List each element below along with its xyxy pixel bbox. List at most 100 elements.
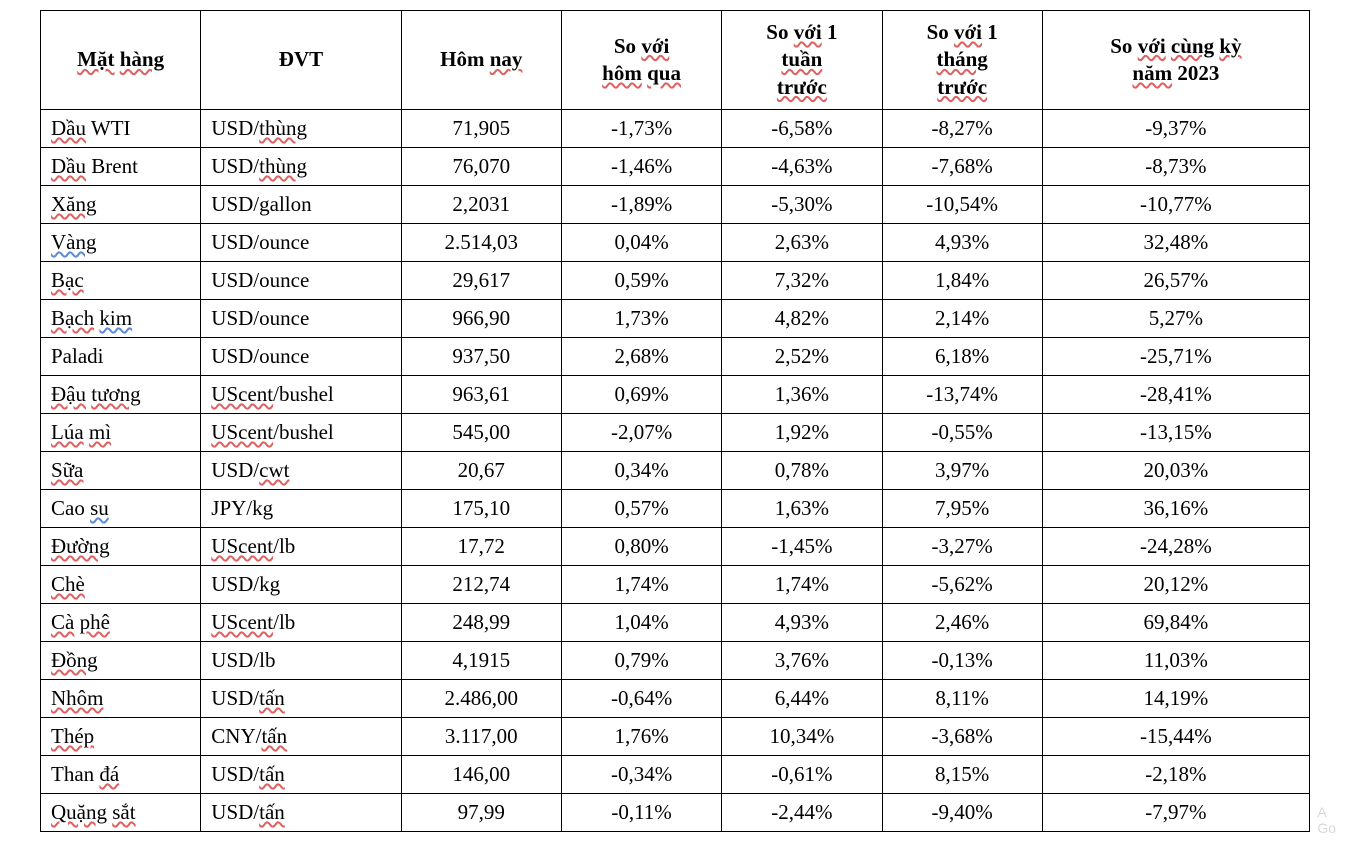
cell-unit: USD/ounce xyxy=(201,299,401,337)
cell-w1: 1,36% xyxy=(722,375,882,413)
cell-name: Chè xyxy=(41,565,201,603)
cell-unit: UScent/lb xyxy=(201,603,401,641)
cell-w1: -1,45% xyxy=(722,527,882,565)
table-body: Dầu WTIUSD/thùng71,905-1,73%-6,58%-8,27%… xyxy=(41,109,1310,831)
cell-w1: 2,63% xyxy=(722,223,882,261)
cell-today: 175,10 xyxy=(401,489,561,527)
cell-unit: UScent/bushel xyxy=(201,375,401,413)
cell-today: 97,99 xyxy=(401,793,561,831)
cell-y1: -13,15% xyxy=(1042,413,1309,451)
cell-y1: -24,28% xyxy=(1042,527,1309,565)
cell-y1: 11,03% xyxy=(1042,641,1309,679)
col-header-m1: So với 1thángtrước xyxy=(882,11,1042,110)
table-header: Mặt hàngĐVTHôm naySo vớihôm qua So với 1t… xyxy=(41,11,1310,110)
cell-today: 3.117,00 xyxy=(401,717,561,755)
cell-today: 71,905 xyxy=(401,109,561,147)
cell-unit: JPY/kg xyxy=(201,489,401,527)
table-row: SữaUSD/cwt20,670,34%0,78%3,97%20,03% xyxy=(41,451,1310,489)
cell-y1: -8,73% xyxy=(1042,147,1309,185)
cell-y1: 20,12% xyxy=(1042,565,1309,603)
cell-m1: 2,46% xyxy=(882,603,1042,641)
cell-w1: 6,44% xyxy=(722,679,882,717)
cell-m1: -9,40% xyxy=(882,793,1042,831)
cell-w1: 0,78% xyxy=(722,451,882,489)
cell-name: Quặng sắt xyxy=(41,793,201,831)
cell-w1: 3,76% xyxy=(722,641,882,679)
cell-y1: -2,18% xyxy=(1042,755,1309,793)
cell-m1: 3,97% xyxy=(882,451,1042,489)
cell-unit: USD/kg xyxy=(201,565,401,603)
cell-w1: 7,32% xyxy=(722,261,882,299)
cell-y1: -25,71% xyxy=(1042,337,1309,375)
table-row: ĐồngUSD/lb4,19150,79%3,76%-0,13%11,03% xyxy=(41,641,1310,679)
cell-name: Thép xyxy=(41,717,201,755)
cell-m1: -8,27% xyxy=(882,109,1042,147)
cell-unit: USD/tấn xyxy=(201,793,401,831)
table-row: Lúa mìUScent/bushel545,00-2,07%1,92%-0,5… xyxy=(41,413,1310,451)
cell-unit: CNY/tấn xyxy=(201,717,401,755)
cell-w1: 1,74% xyxy=(722,565,882,603)
commodity-price-table: Mặt hàngĐVTHôm naySo vớihôm qua So với 1t… xyxy=(40,10,1310,832)
table-row: Đậu tươngUScent/bushel963,610,69%1,36%-1… xyxy=(41,375,1310,413)
cell-w1: -6,58% xyxy=(722,109,882,147)
table-row: Than đáUSD/tấn146,00-0,34%-0,61%8,15%-2,… xyxy=(41,755,1310,793)
cell-y1: 36,16% xyxy=(1042,489,1309,527)
cell-today: 17,72 xyxy=(401,527,561,565)
cell-m1: -0,13% xyxy=(882,641,1042,679)
cell-unit: USD/cwt xyxy=(201,451,401,489)
cell-name: Cà phê xyxy=(41,603,201,641)
cell-m1: 8,15% xyxy=(882,755,1042,793)
table-row: Bạch kimUSD/ounce966,901,73%4,82%2,14%5,… xyxy=(41,299,1310,337)
col-header-name: Mặt hàng xyxy=(41,11,201,110)
cell-d1: 0,34% xyxy=(561,451,721,489)
cell-m1: 6,18% xyxy=(882,337,1042,375)
cell-d1: 0,79% xyxy=(561,641,721,679)
cell-d1: 1,73% xyxy=(561,299,721,337)
table-row: Cà phêUScent/lb248,991,04%4,93%2,46%69,8… xyxy=(41,603,1310,641)
table-row: NhômUSD/tấn2.486,00-0,64%6,44%8,11%14,19… xyxy=(41,679,1310,717)
watermark: A Go xyxy=(1317,805,1336,836)
cell-m1: -3,27% xyxy=(882,527,1042,565)
cell-m1: -3,68% xyxy=(882,717,1042,755)
cell-name: Đậu tương xyxy=(41,375,201,413)
cell-unit: USD/ounce xyxy=(201,223,401,261)
cell-d1: 1,74% xyxy=(561,565,721,603)
cell-today: 966,90 xyxy=(401,299,561,337)
cell-today: 76,070 xyxy=(401,147,561,185)
cell-y1: 14,19% xyxy=(1042,679,1309,717)
cell-y1: 5,27% xyxy=(1042,299,1309,337)
col-header-d1: So vớihôm qua xyxy=(561,11,721,110)
cell-d1: -0,64% xyxy=(561,679,721,717)
col-header-unit: ĐVT xyxy=(201,11,401,110)
cell-y1: -28,41% xyxy=(1042,375,1309,413)
table-row: VàngUSD/ounce2.514,030,04%2,63%4,93%32,4… xyxy=(41,223,1310,261)
cell-m1: 8,11% xyxy=(882,679,1042,717)
col-header-today: Hôm nay xyxy=(401,11,561,110)
cell-w1: -2,44% xyxy=(722,793,882,831)
cell-today: 2.514,03 xyxy=(401,223,561,261)
cell-m1: -10,54% xyxy=(882,185,1042,223)
cell-today: 29,617 xyxy=(401,261,561,299)
table-row: XăngUSD/gallon2,2031-1,89%-5,30%-10,54%-… xyxy=(41,185,1310,223)
cell-w1: 4,93% xyxy=(722,603,882,641)
cell-d1: 1,76% xyxy=(561,717,721,755)
cell-today: 212,74 xyxy=(401,565,561,603)
table-row: Cao suJPY/kg175,100,57%1,63%7,95%36,16% xyxy=(41,489,1310,527)
cell-today: 2.486,00 xyxy=(401,679,561,717)
cell-y1: 69,84% xyxy=(1042,603,1309,641)
cell-d1: -0,34% xyxy=(561,755,721,793)
cell-m1: 7,95% xyxy=(882,489,1042,527)
cell-name: Nhôm xyxy=(41,679,201,717)
cell-today: 2,2031 xyxy=(401,185,561,223)
cell-m1: -0,55% xyxy=(882,413,1042,451)
cell-name: Vàng xyxy=(41,223,201,261)
cell-y1: 26,57% xyxy=(1042,261,1309,299)
cell-w1: 2,52% xyxy=(722,337,882,375)
cell-name: Đường xyxy=(41,527,201,565)
cell-m1: -7,68% xyxy=(882,147,1042,185)
table-row: BạcUSD/ounce29,6170,59%7,32%1,84%26,57% xyxy=(41,261,1310,299)
cell-d1: -1,73% xyxy=(561,109,721,147)
cell-d1: -0,11% xyxy=(561,793,721,831)
cell-w1: 10,34% xyxy=(722,717,882,755)
table-row: ĐườngUScent/lb17,720,80%-1,45%-3,27%-24,… xyxy=(41,527,1310,565)
